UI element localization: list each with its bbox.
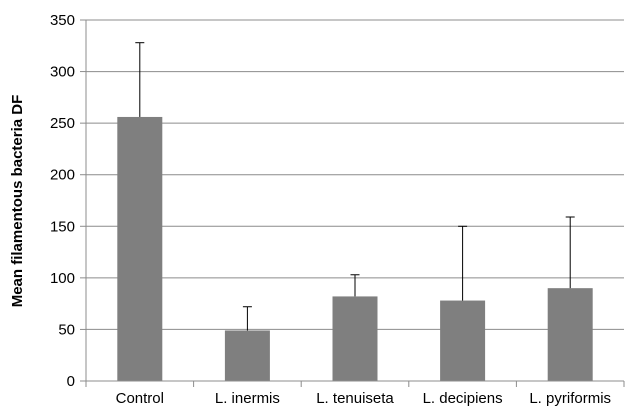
x-tick-label: Control — [116, 390, 164, 407]
y-tick-label: 150 — [50, 218, 75, 235]
error-bars — [135, 42, 575, 331]
bar-l-pyriformis — [547, 288, 593, 381]
bar-l-inermis — [224, 330, 270, 381]
x-tick-labels: Control L. inermis L. tenuiseta L. decipien… — [116, 390, 611, 407]
x-tick-label: L. pyriformis — [529, 390, 611, 407]
y-tick-label: 0 — [67, 373, 75, 390]
gridlines — [86, 19, 624, 330]
y-axis-label: Mean filamentous bacteria DF — [9, 95, 26, 308]
y-tick-label: 50 — [58, 321, 75, 338]
y-tick-label: 200 — [50, 167, 75, 184]
bars — [117, 116, 593, 381]
x-tick-label: L. inermis — [215, 390, 280, 407]
y-tick-label: 250 — [50, 115, 75, 132]
bar-l-tenuiseta — [332, 296, 378, 381]
bar-l-decipiens — [440, 300, 486, 381]
y-tick-label: 300 — [50, 64, 75, 81]
bar-control — [117, 116, 163, 381]
y-tick-label: 350 — [50, 12, 75, 29]
x-tick-label: L. decipiens — [423, 390, 503, 407]
y-tick-label: 100 — [50, 270, 75, 287]
x-tick-label: L. tenuiseta — [316, 390, 394, 407]
axes — [80, 19, 625, 387]
y-tick-labels: 0 50 100 150 200 250 300 350 — [50, 12, 75, 390]
